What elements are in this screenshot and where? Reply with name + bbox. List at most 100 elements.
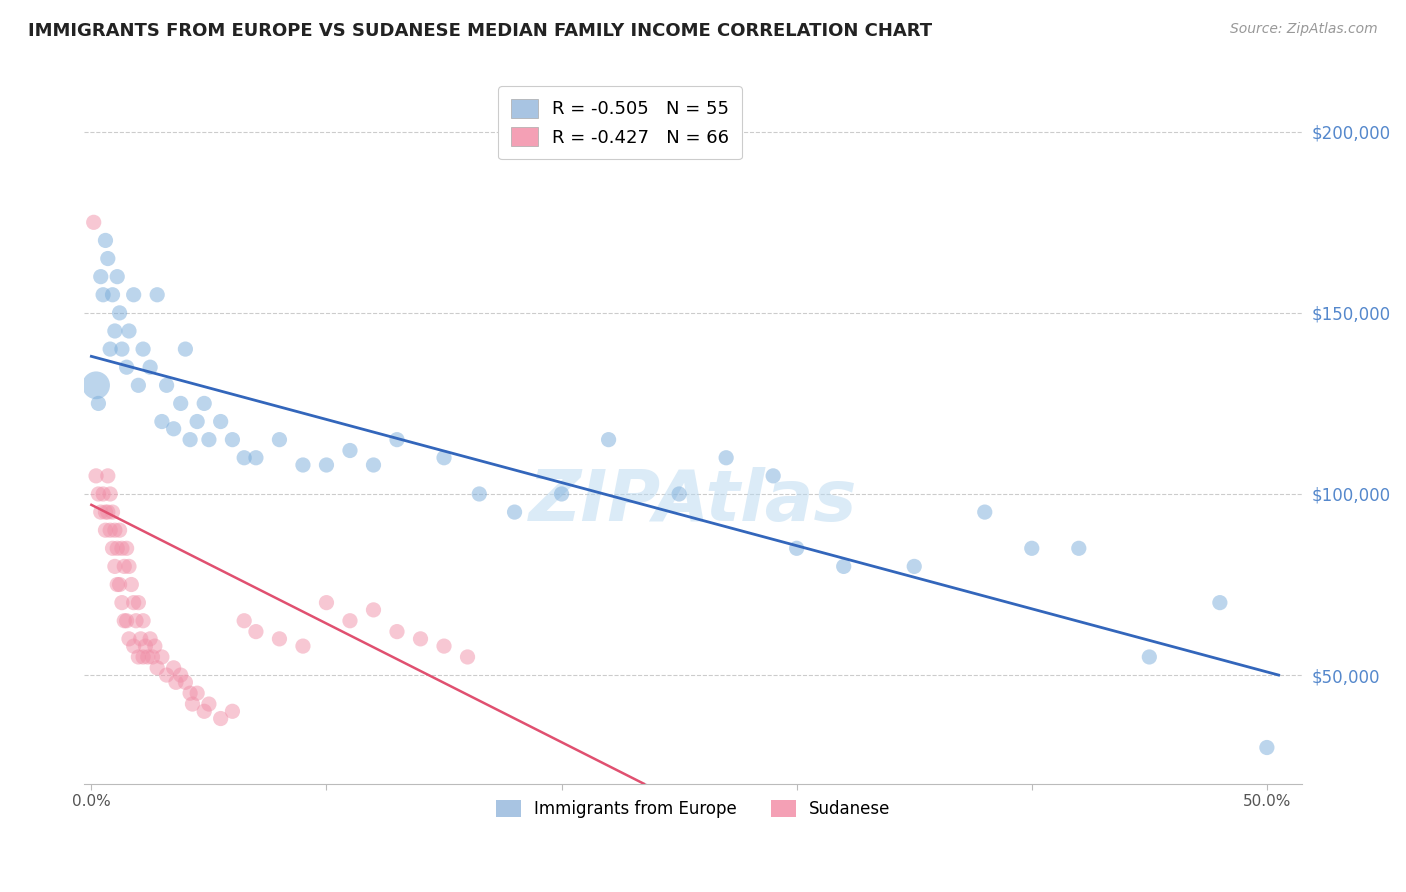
Point	[120, 577, 142, 591]
Point	[245, 450, 267, 465]
Point	[146, 661, 169, 675]
Point	[209, 712, 232, 726]
Point	[132, 342, 155, 356]
Point	[111, 541, 134, 556]
Point	[385, 624, 408, 639]
Point	[87, 396, 110, 410]
Point	[118, 559, 141, 574]
Point	[221, 704, 243, 718]
Point	[112, 559, 135, 574]
Point	[598, 433, 620, 447]
Point	[115, 541, 138, 556]
Point	[291, 458, 314, 472]
Point	[84, 378, 107, 392]
Text: IMMIGRANTS FROM EUROPE VS SUDANESE MEDIAN FAMILY INCOME CORRELATION CHART: IMMIGRANTS FROM EUROPE VS SUDANESE MEDIA…	[28, 22, 932, 40]
Point	[363, 603, 385, 617]
Point	[132, 650, 155, 665]
Point	[122, 287, 145, 301]
Point	[101, 505, 124, 519]
Point	[221, 433, 243, 447]
Point	[139, 360, 162, 375]
Point	[104, 559, 127, 574]
Point	[111, 596, 134, 610]
Point	[186, 686, 208, 700]
Point	[98, 342, 121, 356]
Point	[1256, 740, 1278, 755]
Point	[155, 378, 177, 392]
Point	[291, 639, 314, 653]
Legend: Immigrants from Europe, Sudanese: Immigrants from Europe, Sudanese	[489, 793, 897, 825]
Point	[1209, 596, 1232, 610]
Point	[1067, 541, 1090, 556]
Point	[233, 450, 256, 465]
Point	[269, 632, 291, 646]
Point	[315, 596, 337, 610]
Point	[101, 287, 124, 301]
Point	[127, 650, 149, 665]
Point	[155, 668, 177, 682]
Point	[170, 668, 193, 682]
Point	[714, 450, 737, 465]
Point	[1137, 650, 1160, 665]
Point	[90, 269, 112, 284]
Point	[457, 650, 479, 665]
Point	[832, 559, 855, 574]
Point	[127, 596, 149, 610]
Point	[786, 541, 808, 556]
Point	[108, 306, 131, 320]
Point	[903, 559, 925, 574]
Point	[127, 378, 149, 392]
Point	[111, 342, 134, 356]
Point	[139, 632, 162, 646]
Point	[409, 632, 432, 646]
Point	[198, 433, 221, 447]
Point	[112, 614, 135, 628]
Point	[363, 458, 385, 472]
Point	[97, 252, 120, 266]
Point	[209, 415, 232, 429]
Point	[122, 639, 145, 653]
Point	[433, 450, 456, 465]
Point	[94, 523, 117, 537]
Point	[163, 661, 186, 675]
Point	[115, 614, 138, 628]
Point	[269, 433, 291, 447]
Point	[115, 360, 138, 375]
Point	[315, 458, 337, 472]
Point	[104, 523, 127, 537]
Point	[97, 468, 120, 483]
Point	[193, 396, 215, 410]
Point	[668, 487, 690, 501]
Point	[132, 614, 155, 628]
Point	[163, 422, 186, 436]
Point	[170, 396, 193, 410]
Point	[105, 541, 128, 556]
Point	[118, 632, 141, 646]
Point	[174, 675, 197, 690]
Text: Source: ZipAtlas.com: Source: ZipAtlas.com	[1230, 22, 1378, 37]
Point	[122, 596, 145, 610]
Point	[503, 505, 526, 519]
Point	[101, 541, 124, 556]
Point	[150, 650, 173, 665]
Point	[193, 704, 215, 718]
Point	[385, 433, 408, 447]
Point	[433, 639, 456, 653]
Point	[762, 468, 785, 483]
Point	[105, 269, 128, 284]
Point	[146, 287, 169, 301]
Point	[91, 287, 114, 301]
Point	[233, 614, 256, 628]
Point	[1021, 541, 1043, 556]
Point	[174, 342, 197, 356]
Point	[118, 324, 141, 338]
Point	[98, 487, 121, 501]
Point	[98, 523, 121, 537]
Point	[84, 468, 107, 483]
Point	[108, 523, 131, 537]
Point	[179, 433, 201, 447]
Point	[108, 577, 131, 591]
Point	[104, 324, 127, 338]
Point	[94, 234, 117, 248]
Point	[973, 505, 995, 519]
